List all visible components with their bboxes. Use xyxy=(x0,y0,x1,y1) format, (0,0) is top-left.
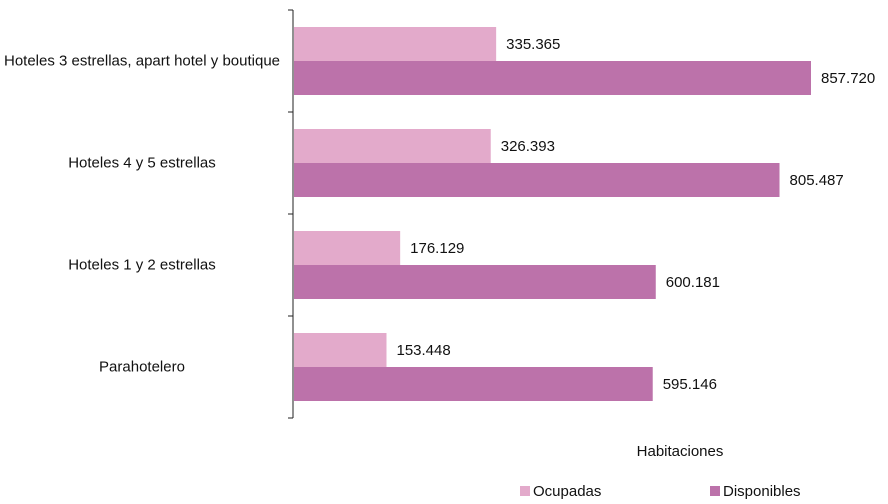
value-label: 805.487 xyxy=(790,172,844,189)
value-label: 335.365 xyxy=(506,36,560,53)
bar xyxy=(294,333,387,367)
category-label: Hoteles 3 estrellas, apart hotel y bouti… xyxy=(4,52,280,70)
bar xyxy=(294,231,401,265)
value-label: 595.146 xyxy=(663,376,717,393)
value-label: 153.448 xyxy=(396,342,450,359)
bar xyxy=(294,129,491,163)
bar xyxy=(294,163,780,197)
legend-label: Ocupadas xyxy=(533,483,601,500)
legend-swatch xyxy=(710,486,720,496)
value-label: 326.393 xyxy=(501,138,555,155)
value-label: 857.720 xyxy=(821,70,875,87)
bar xyxy=(294,367,653,401)
value-label: 600.181 xyxy=(666,274,720,291)
bar xyxy=(294,265,656,299)
category-label: Hoteles 1 y 2 estrellas xyxy=(68,256,216,274)
bar xyxy=(294,61,811,95)
category-label: Parahotelero xyxy=(99,358,185,376)
value-label: 176.129 xyxy=(410,240,464,257)
legend-label: Disponibles xyxy=(723,483,801,500)
bar xyxy=(294,27,497,61)
legend-swatch xyxy=(520,486,530,496)
axis-label: Habitaciones xyxy=(637,443,724,460)
category-label: Hoteles 4 y 5 estrellas xyxy=(68,154,216,172)
